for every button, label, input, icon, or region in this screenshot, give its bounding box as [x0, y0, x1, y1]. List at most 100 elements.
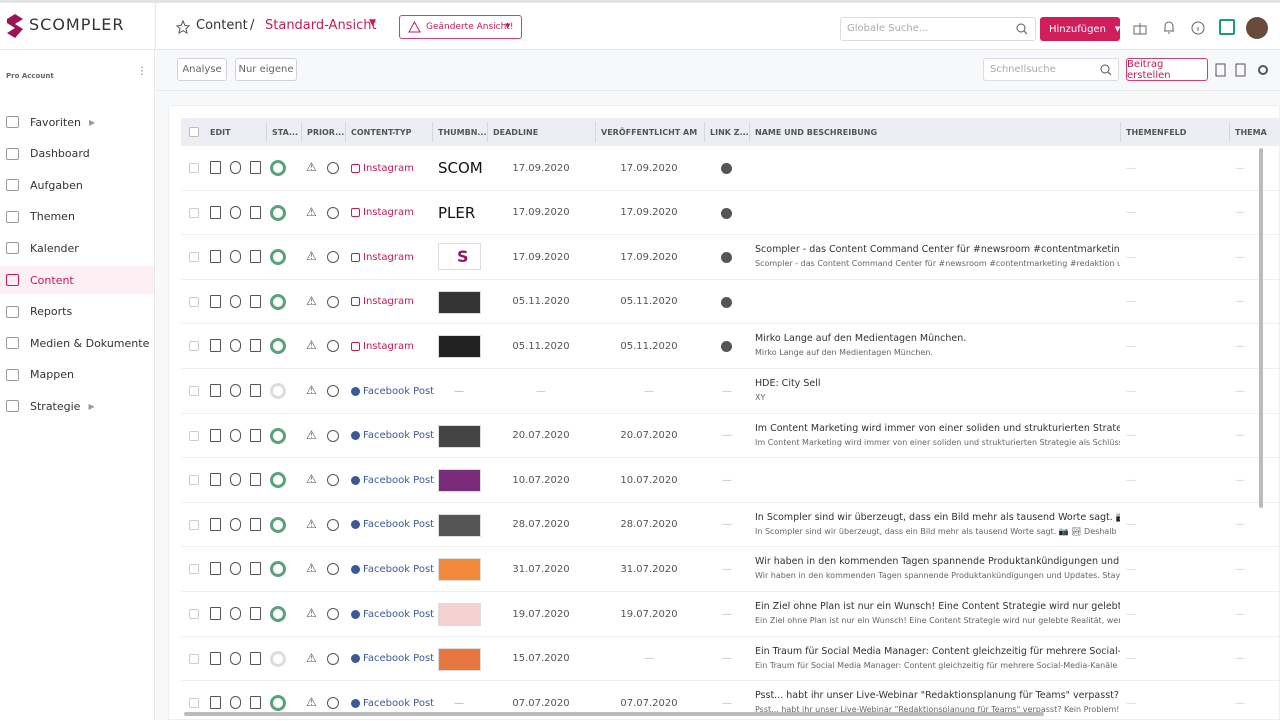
link-icon[interactable]: [230, 205, 241, 219]
content-type[interactable]: Facebook Post: [351, 414, 434, 458]
expand-arrow[interactable]: ▶: [88, 117, 96, 127]
link-icon[interactable]: [230, 161, 241, 174]
account-menu[interactable]: ⋮: [137, 66, 147, 77]
delete-icon[interactable]: [210, 607, 221, 620]
status-ring[interactable]: [270, 472, 286, 489]
link-icon[interactable]: [230, 651, 241, 665]
status-ring[interactable]: [270, 516, 286, 533]
link-icon[interactable]: [230, 562, 241, 576]
column-header[interactable]: DEADLINE: [493, 127, 539, 137]
table-row[interactable]: ⚠ Facebook Post 15.07.2020 — — Ein Traum für …: [181, 637, 1280, 682]
info-icon[interactable]: [1191, 21, 1205, 35]
priority-icon[interactable]: ⚠: [306, 293, 317, 308]
bell-icon[interactable]: [1162, 20, 1176, 35]
thumbnail[interactable]: [438, 603, 481, 626]
column-header[interactable]: EDIT: [210, 127, 231, 137]
table-row[interactable]: ⚠ Facebook Post 10.07.2020 10.07.2020 — — —: [181, 458, 1280, 503]
row-checkbox[interactable]: [189, 207, 199, 218]
status-ring[interactable]: [270, 383, 286, 399]
nav-item[interactable]: Aufgaben: [0, 171, 154, 199]
copy-icon[interactable]: [250, 562, 261, 576]
link-icon[interactable]: [230, 517, 241, 531]
copy-icon[interactable]: [250, 473, 261, 487]
add-button[interactable]: Hinzufügen ▼: [1040, 17, 1120, 41]
schedule-icon[interactable]: [327, 697, 339, 710]
thumbnail[interactable]: [438, 424, 481, 448]
schedule-icon[interactable]: [327, 206, 339, 219]
content-type[interactable]: Facebook Post: [351, 592, 434, 636]
post-name[interactable]: Wir haben in den kommenden Tagen spannen…: [755, 556, 1120, 568]
table-row[interactable]: ⚠ Instagram SCOM 17.09.2020 17.09.2020 — —: [181, 146, 1280, 191]
priority-icon[interactable]: ⚠: [306, 160, 317, 174]
column-header[interactable]: VERÖFFENTLICHT AM: [601, 127, 698, 137]
nav-item[interactable]: Themen: [0, 203, 154, 231]
table-row[interactable]: ⚠ Instagram 05.11.2020 05.11.2020 — —: [181, 280, 1280, 325]
status-ring[interactable]: [270, 606, 286, 622]
thumbnail[interactable]: [438, 513, 481, 537]
globe-icon[interactable]: [721, 296, 732, 308]
breadcrumb[interactable]: Content: [196, 18, 248, 33]
post-name[interactable]: In Scompler sind wir überzeugt, dass ein…: [755, 511, 1120, 523]
globe-icon[interactable]: [721, 163, 732, 174]
delete-icon[interactable]: [210, 161, 221, 174]
column-header[interactable]: THEMENFELD: [1126, 127, 1187, 137]
row-checkbox[interactable]: [189, 564, 199, 575]
nav-item[interactable]: Content: [0, 266, 154, 294]
column-header[interactable]: PRIOR...: [307, 127, 345, 137]
changed-view-button[interactable]: Geänderte Ansicht! ▼: [399, 15, 522, 39]
copy-icon[interactable]: [250, 161, 261, 174]
status-ring[interactable]: [270, 338, 286, 355]
thumbnail[interactable]: —: [454, 697, 464, 709]
status-ring[interactable]: [270, 695, 286, 712]
link-icon[interactable]: [230, 384, 241, 397]
nav-item[interactable]: Favoriten ▶: [0, 108, 154, 136]
quick-search[interactable]: Schnellsuche: [983, 58, 1119, 81]
schedule-icon[interactable]: [327, 518, 339, 531]
schedule-icon[interactable]: [327, 340, 339, 353]
nav-item[interactable]: Strategie ▶: [0, 392, 154, 420]
column-header[interactable]: CONTENT-TYP: [351, 127, 412, 137]
delete-icon[interactable]: [210, 294, 221, 308]
delete-icon[interactable]: [210, 517, 221, 531]
copy-icon[interactable]: [250, 339, 261, 353]
content-type[interactable]: Facebook Post: [351, 458, 434, 502]
link-icon[interactable]: [230, 607, 241, 620]
schedule-icon[interactable]: [327, 429, 339, 442]
column-header[interactable]: LINK Z...: [710, 127, 749, 137]
copy-icon[interactable]: [250, 384, 261, 397]
thumbnail[interactable]: [438, 558, 481, 582]
scrollbar[interactable]: [1259, 148, 1263, 508]
schedule-icon[interactable]: [327, 251, 339, 264]
schedule-icon[interactable]: [327, 608, 339, 620]
own-filter-button[interactable]: Nur eigene: [235, 58, 297, 81]
select-all-checkbox[interactable]: [189, 127, 199, 137]
thumbnail[interactable]: [438, 243, 481, 271]
priority-icon[interactable]: ⚠: [306, 204, 317, 219]
row-checkbox[interactable]: [189, 252, 199, 263]
row-checkbox[interactable]: [189, 609, 199, 619]
nav-item[interactable]: Medien & Dokumente: [0, 329, 154, 357]
global-search[interactable]: Globale Suche...: [840, 17, 1036, 41]
row-checkbox[interactable]: [189, 296, 199, 307]
schedule-icon[interactable]: [327, 385, 339, 397]
column-header[interactable]: STA...: [272, 127, 299, 137]
post-name[interactable]: Mirko Lange auf den Medientagen München.: [755, 333, 967, 345]
thumbnail[interactable]: [438, 290, 481, 314]
schedule-icon[interactable]: [327, 162, 339, 174]
priority-icon[interactable]: ⚠: [306, 472, 317, 487]
nav-item[interactable]: Mappen: [0, 361, 154, 389]
priority-icon[interactable]: ⚠: [306, 427, 317, 442]
link-icon[interactable]: [230, 339, 241, 353]
priority-icon[interactable]: ⚠: [306, 695, 317, 710]
table-row[interactable]: ⚠ Instagram S 17.09.2020 17.09.2020 Scompler …: [181, 235, 1280, 280]
priority-icon[interactable]: ⚠: [306, 650, 317, 665]
content-type[interactable]: Instagram: [351, 191, 414, 235]
status-ring[interactable]: [270, 160, 286, 176]
star-icon[interactable]: [176, 20, 190, 34]
content-type[interactable]: Instagram: [351, 235, 414, 279]
delete-icon[interactable]: [210, 696, 221, 710]
column-header[interactable]: NAME UND BESCHREIBUNG: [755, 127, 878, 137]
nav-item[interactable]: Dashboard: [0, 140, 154, 168]
post-name[interactable]: Im Content Marketing wird immer von eine…: [755, 422, 1120, 434]
delete-icon[interactable]: [210, 473, 221, 487]
